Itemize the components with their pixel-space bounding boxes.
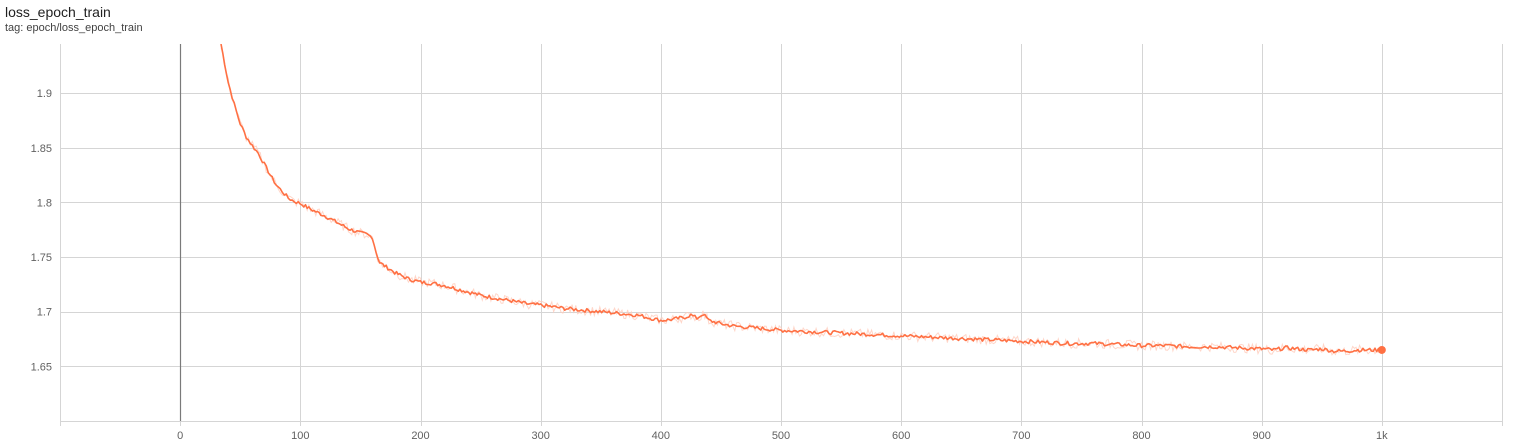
y-tick-label: 1.7 bbox=[37, 307, 52, 319]
series-line bbox=[220, 44, 1383, 354]
x-tick-label: 1k bbox=[1376, 430, 1388, 442]
x-tick-label: 900 bbox=[1252, 430, 1270, 442]
x-tick-label: 400 bbox=[652, 430, 670, 442]
x-tick-label: 500 bbox=[772, 430, 790, 442]
x-tick-label: 800 bbox=[1132, 430, 1150, 442]
x-tick-label: 0 bbox=[177, 430, 183, 442]
series-end-point bbox=[1377, 345, 1386, 354]
axes bbox=[60, 44, 1503, 426]
card-header: loss_epoch_train tag: epoch/loss_epoch_t… bbox=[5, 3, 143, 35]
grid-lines bbox=[60, 44, 1503, 421]
y-tick-labels: 1.65 1.7 1.75 1.8 1.85 1.9 bbox=[31, 88, 52, 373]
card-title: loss_epoch_train bbox=[5, 4, 111, 20]
x-tick-label: 600 bbox=[892, 430, 910, 442]
card-tag: tag: epoch/loss_epoch_train bbox=[5, 22, 143, 34]
x-tick-label: 300 bbox=[531, 430, 549, 442]
y-tick-label: 1.85 bbox=[31, 143, 52, 155]
series-layer bbox=[220, 44, 1386, 354]
y-tick-label: 1.65 bbox=[31, 361, 52, 373]
x-tick-label: 100 bbox=[291, 430, 309, 442]
x-tick-labels: 0 100 200 300 400 500 600 700 800 900 1k bbox=[177, 430, 1388, 442]
y-tick-label: 1.75 bbox=[31, 252, 52, 264]
x-tick-label: 700 bbox=[1012, 430, 1030, 442]
y-tick-label: 1.8 bbox=[37, 197, 52, 209]
x-tick-label: 200 bbox=[411, 430, 429, 442]
y-tick-label: 1.9 bbox=[37, 88, 52, 100]
